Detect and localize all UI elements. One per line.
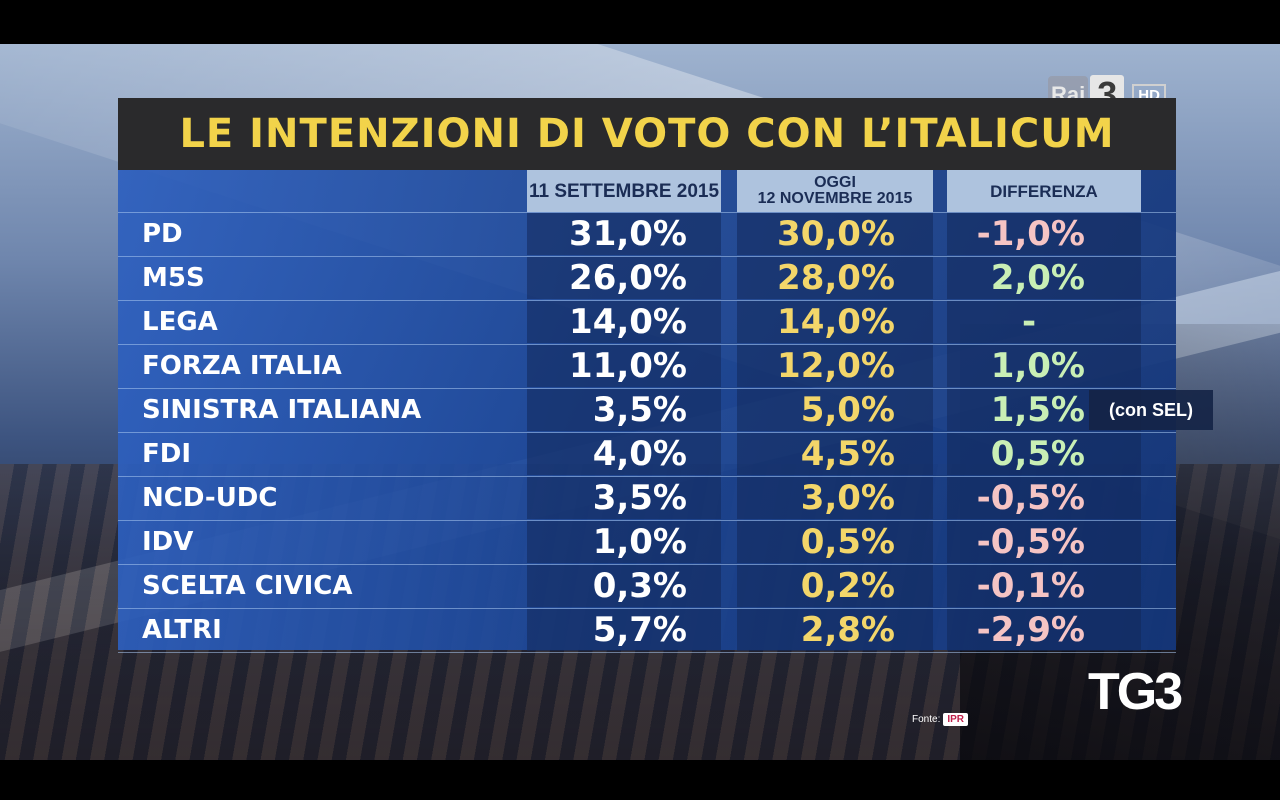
party-name: IDV xyxy=(142,527,194,557)
table-cell-background xyxy=(737,521,933,563)
party-name: LEGA xyxy=(142,307,218,337)
table-cell-background xyxy=(947,565,1141,607)
table-cell-background xyxy=(527,521,721,563)
november-value: 30,0% xyxy=(777,214,895,254)
difference-value: -2,9% xyxy=(976,610,1085,650)
row-separator xyxy=(118,256,1176,257)
difference-value: 1,0% xyxy=(990,346,1085,386)
september-value: 11,0% xyxy=(569,346,687,386)
november-value: 4,5% xyxy=(800,434,895,474)
difference-value: - xyxy=(1021,302,1037,342)
table-cell-background xyxy=(527,433,721,475)
difference-value: -0,5% xyxy=(976,522,1085,562)
table-cell-background xyxy=(737,345,933,387)
november-value: 0,5% xyxy=(800,522,895,562)
column-header-difference: DIFFERENZA xyxy=(947,170,1141,212)
party-name: FORZA ITALIA xyxy=(142,351,342,381)
table-cell-background xyxy=(947,257,1141,299)
column-header-difference-line: DIFFERENZA xyxy=(990,181,1098,201)
column-header-september-line: 11 SETTEMBRE 2015 xyxy=(528,180,720,202)
row-separator xyxy=(118,564,1176,565)
row-separator xyxy=(118,212,1176,213)
table-cell-background xyxy=(737,389,933,431)
column-header-november-line1: OGGI xyxy=(814,174,856,191)
table-cell-background xyxy=(527,301,721,343)
row-separator xyxy=(118,476,1176,477)
november-value: 28,0% xyxy=(777,258,895,298)
party-name: FDI xyxy=(142,439,192,469)
party-name: SCELTA CIVICA xyxy=(142,571,353,601)
difference-value: 1,5% xyxy=(990,390,1085,430)
row-separator xyxy=(118,300,1176,301)
table-cell-background xyxy=(527,257,721,299)
table-cell-background xyxy=(947,213,1141,255)
table-cell-background xyxy=(947,477,1141,519)
row-separator xyxy=(118,652,1176,653)
table-cell-background xyxy=(737,257,933,299)
party-name: PD xyxy=(142,219,183,249)
chart-title-bar: LE INTENZIONI DI VOTO CON L’ITALICUM xyxy=(118,98,1176,170)
november-value: 14,0% xyxy=(777,302,895,342)
party-name: ALTRI xyxy=(142,615,222,645)
row-separator xyxy=(118,608,1176,609)
table-cell-background xyxy=(947,345,1141,387)
september-value: 0,3% xyxy=(592,566,687,606)
november-value: 0,2% xyxy=(800,566,895,606)
table-cell-background xyxy=(527,565,721,607)
september-value: 3,5% xyxy=(592,390,687,430)
difference-value: -0,5% xyxy=(976,478,1085,518)
table-cell-background xyxy=(737,301,933,343)
november-value: 2,8% xyxy=(800,610,895,650)
party-name: M5S xyxy=(142,263,205,293)
difference-value: -0,1% xyxy=(976,566,1085,606)
september-value: 1,0% xyxy=(592,522,687,562)
november-value: 12,0% xyxy=(777,346,895,386)
party-name: NCD-UDC xyxy=(142,483,278,513)
september-value: 4,0% xyxy=(592,434,687,474)
party-name: SINISTRA ITALIANA xyxy=(142,395,422,425)
sel-note: (con SEL) xyxy=(1089,390,1213,430)
column-header-november-line2: 12 NOVEMBRE 2015 xyxy=(757,190,913,207)
difference-value: -1,0% xyxy=(976,214,1085,254)
table-cell-background xyxy=(527,345,721,387)
source-label: Fonte: xyxy=(912,713,941,725)
table-cell-background xyxy=(947,301,1141,343)
table-cell-background xyxy=(737,213,933,255)
table-cell-background xyxy=(527,477,721,519)
difference-value: 2,0% xyxy=(990,258,1085,298)
table-cell-background xyxy=(947,433,1141,475)
ipr-logo: IPR xyxy=(943,712,969,726)
table-cell-background xyxy=(737,477,933,519)
table-cell-background xyxy=(737,565,933,607)
table-cell-background xyxy=(947,521,1141,563)
september-value: 31,0% xyxy=(569,214,687,254)
row-separator xyxy=(118,388,1176,389)
row-separator xyxy=(118,344,1176,345)
november-value: 3,0% xyxy=(800,478,895,518)
september-value: 3,5% xyxy=(592,478,687,518)
table-cell-background xyxy=(737,433,933,475)
table-cell-background xyxy=(527,213,721,255)
table-cell-background xyxy=(947,609,1141,651)
september-value: 26,0% xyxy=(569,258,687,298)
table-cell-background xyxy=(527,389,721,431)
september-value: 5,7% xyxy=(592,610,687,650)
row-separator xyxy=(118,432,1176,433)
difference-value: 0,5% xyxy=(990,434,1085,474)
table-cell-background xyxy=(527,609,721,651)
november-value: 5,0% xyxy=(800,390,895,430)
column-header-november: OGGI 12 NOVEMBRE 2015 xyxy=(737,170,933,212)
september-value: 14,0% xyxy=(569,302,687,342)
source-credit: Fonte: IPR xyxy=(912,710,969,728)
table-cell-background xyxy=(737,609,933,651)
tg3-program-logo: TG3 xyxy=(1088,663,1183,721)
column-header-september: 11 SETTEMBRE 2015 xyxy=(527,170,721,212)
chart-title: LE INTENZIONI DI VOTO CON L’ITALICUM xyxy=(179,111,1115,157)
row-separator xyxy=(118,520,1176,521)
